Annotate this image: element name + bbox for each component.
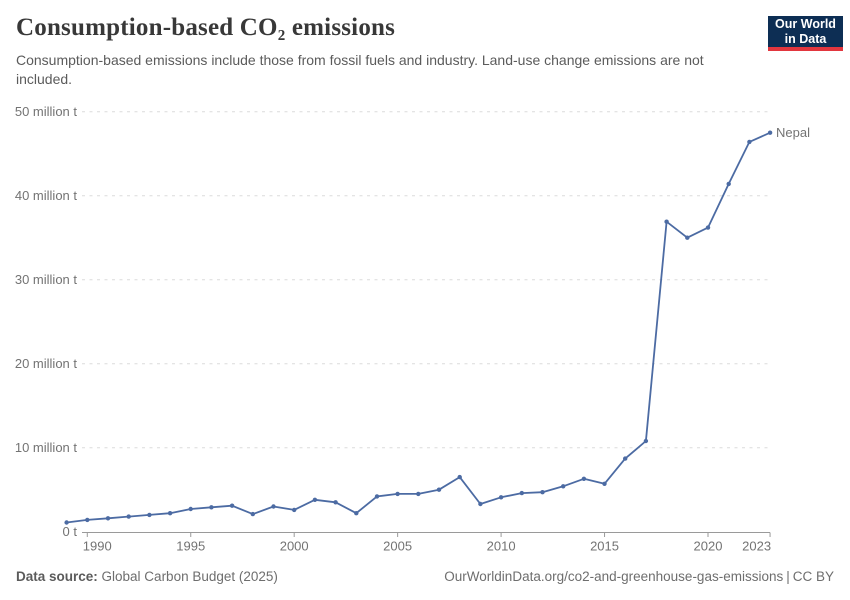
data-point-marker [147,512,152,518]
data-point-marker [436,487,442,492]
data-point-marker [85,517,90,523]
y-tick-label: 30 million t [15,272,78,287]
x-tick-label: 2005 [383,539,412,554]
data-point-marker [726,181,731,187]
data-source-label: Data source: [16,569,98,584]
data-point-marker [416,491,421,497]
x-tick-label: 2015 [590,539,619,554]
data-point-marker [478,501,483,507]
x-tick-label: 1995 [176,539,205,554]
footer-link[interactable]: OurWorldinData.org/co2-and-greenhouse-ga… [444,569,784,584]
x-tick-label: 1990 [83,539,112,554]
series-label-nepal: Nepal [776,125,810,140]
data-point-marker [747,139,752,145]
data-source-note: Data source: Global Carbon Budget (2025) [16,569,278,584]
data-point-marker [685,235,690,240]
page-title: Consumption-based CO₂ emissions [16,14,396,41]
data-point-marker [561,484,566,489]
x-tick-label: 2023 [742,539,771,554]
data-point-marker [581,476,587,481]
y-tick-label: 40 million t [15,188,78,203]
x-tick-label: 2000 [280,539,309,554]
owid-logo-line2: in Data [784,31,827,46]
owid-logo-line1: Our World [775,17,836,31]
data-point-marker [271,504,276,509]
y-tick-label: 50 million t [15,104,78,119]
data-point-marker [643,438,649,444]
x-tick-label: 2020 [694,539,723,554]
data-point-marker [250,511,255,517]
data-point-marker [354,511,359,516]
data-point-marker [229,503,235,508]
data-point-marker [519,490,524,496]
data-point-marker [602,481,607,486]
data-point-marker [540,490,545,495]
chart-subtitle: Consumption-based emissions include thos… [16,52,704,87]
line-series-nepal [65,131,771,524]
data-point-marker [312,497,318,502]
data-source-value: Global Carbon Budget (2025) [97,569,278,584]
y-tick-label: 20 million t [15,356,78,371]
data-point-marker [664,219,669,224]
footer-attribution: OurWorldinData.org/co2-and-greenhouse-ga… [444,569,834,584]
y-tick-label: 0 t [63,524,78,539]
data-point-marker [188,506,193,512]
data-point-marker [767,130,773,135]
data-point-marker [395,491,400,497]
owid-logo: Our World in Data [768,16,843,51]
data-point-marker [498,495,504,500]
data-point-marker [292,507,297,513]
x-tick-label: 2010 [487,539,516,554]
data-point-marker [105,516,111,521]
data-point-marker [623,456,628,461]
y-tick-label: 10 million t [15,440,78,455]
data-point-marker [457,474,462,480]
data-point-marker [333,500,338,505]
footer-divider: | [786,569,790,584]
license-badge: CC BY [792,569,834,584]
data-point-marker [167,511,173,516]
data-point-marker [126,514,131,519]
data-point-marker [209,505,214,510]
data-point-marker [64,520,69,525]
data-point-marker [374,494,380,499]
data-point-marker [705,225,711,230]
